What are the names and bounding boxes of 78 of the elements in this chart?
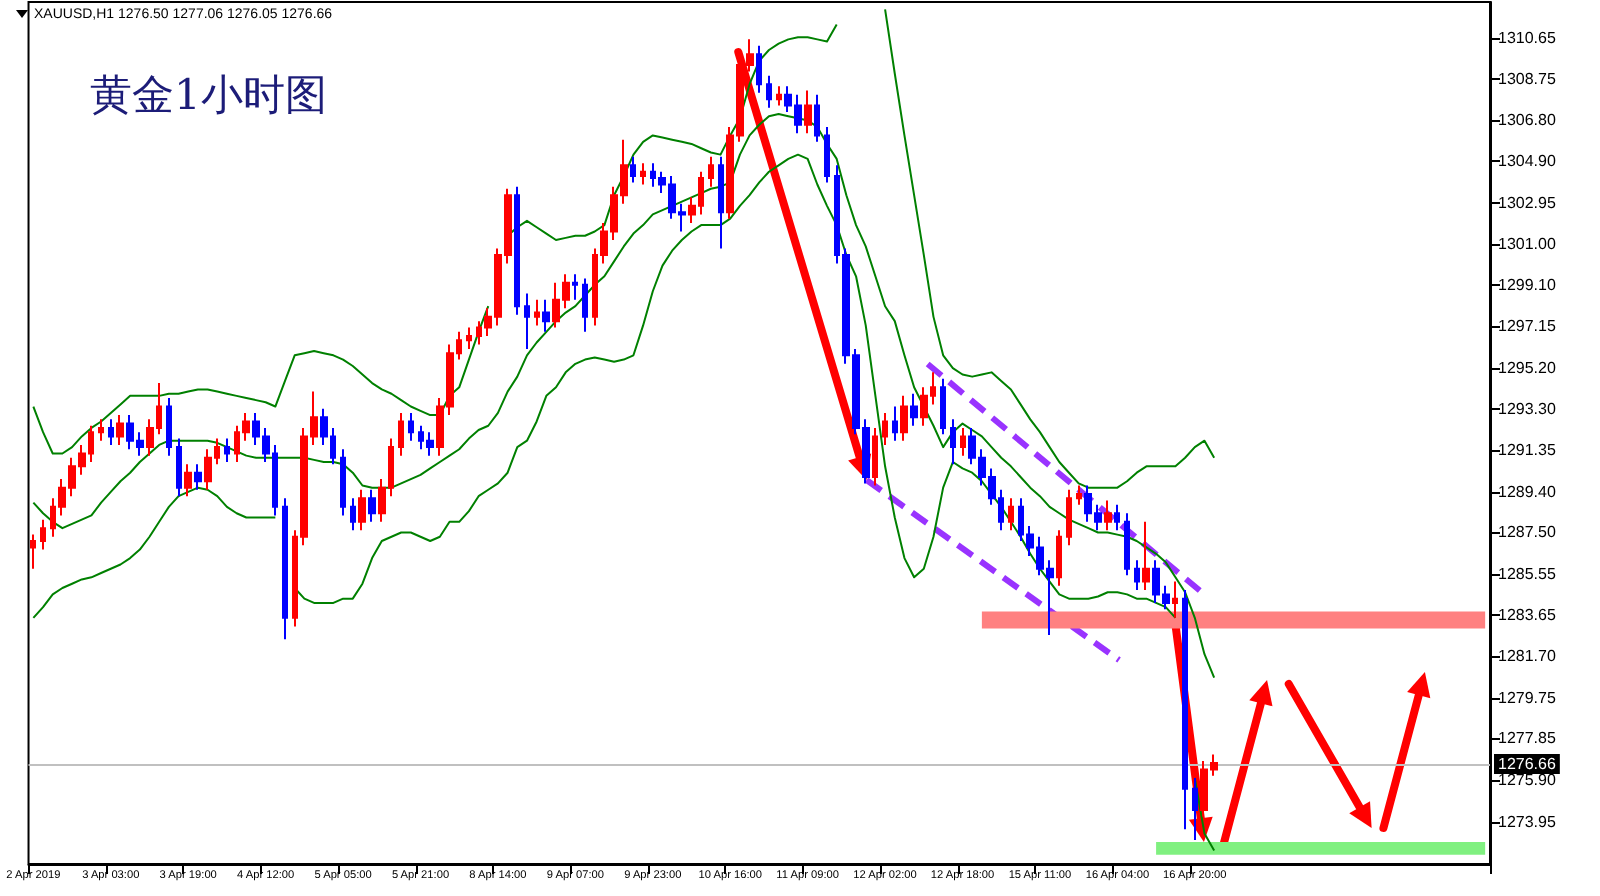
candlestick bbox=[882, 411, 888, 446]
candlestick bbox=[426, 431, 434, 457]
candlestick bbox=[804, 89, 812, 135]
candlestick bbox=[718, 155, 724, 250]
candlestick bbox=[1066, 488, 1072, 547]
y-tick-label: 1301.00 bbox=[1498, 235, 1557, 254]
candlestick bbox=[1134, 559, 1140, 592]
y-tick-label: 1306.80 bbox=[1498, 111, 1557, 130]
candlestick bbox=[350, 497, 356, 532]
candlestick bbox=[398, 411, 404, 457]
text: 黄金1小时图 bbox=[90, 71, 327, 119]
candlestick bbox=[572, 273, 578, 301]
candlestick bbox=[1056, 529, 1062, 587]
y-tick-label: 1281.70 bbox=[1498, 647, 1557, 666]
candlestick bbox=[940, 377, 946, 436]
candlestick bbox=[814, 93, 820, 143]
y-tick-label: 1302.95 bbox=[1498, 193, 1557, 212]
candlestick bbox=[1172, 580, 1178, 619]
y-tick-label: 1299.10 bbox=[1498, 275, 1557, 294]
y-tick-label: 1285.55 bbox=[1498, 565, 1557, 584]
y-tick-label: 1304.90 bbox=[1498, 152, 1557, 171]
y-tick-label: 1310.65 bbox=[1498, 29, 1557, 48]
candlestick bbox=[184, 463, 192, 498]
y-tick-label: 1283.65 bbox=[1498, 605, 1557, 624]
candlestick bbox=[98, 418, 104, 442]
y-tick-label: 1291.35 bbox=[1498, 441, 1557, 460]
candlestick bbox=[824, 125, 830, 184]
candlestick bbox=[1076, 484, 1082, 506]
candlestick bbox=[582, 277, 588, 333]
candlestick bbox=[224, 437, 230, 464]
candlestick bbox=[766, 74, 772, 109]
candlestick bbox=[892, 405, 898, 442]
candlestick bbox=[708, 155, 714, 188]
candlestick bbox=[40, 518, 46, 551]
candlestick bbox=[910, 392, 918, 427]
candlestick bbox=[466, 326, 472, 350]
candlestick bbox=[116, 414, 124, 446]
y-tick-label: 1308.75 bbox=[1498, 69, 1557, 88]
candlestick bbox=[30, 533, 36, 570]
candlestick bbox=[542, 298, 550, 333]
candlestick bbox=[960, 426, 966, 457]
candlestick bbox=[368, 488, 376, 523]
candlestick bbox=[108, 418, 114, 446]
candlestick bbox=[534, 298, 540, 327]
candlestick bbox=[1008, 497, 1014, 532]
candlestick bbox=[900, 394, 908, 442]
candlestick bbox=[950, 418, 956, 466]
candlestick bbox=[1192, 776, 1198, 841]
candlestick bbox=[1142, 520, 1150, 592]
y-tick-label: 1277.85 bbox=[1498, 729, 1557, 748]
candlestick bbox=[872, 426, 878, 487]
candlestick bbox=[524, 292, 530, 350]
y-tick-label: 1297.15 bbox=[1498, 317, 1557, 336]
candlestick bbox=[756, 44, 762, 94]
line-series bbox=[32, 113, 1216, 679]
candlestick bbox=[166, 396, 172, 457]
y-tick-label: 1275.90 bbox=[1498, 771, 1557, 790]
candlestick bbox=[408, 411, 414, 442]
candlestick bbox=[176, 437, 182, 498]
candlestick bbox=[1124, 512, 1130, 577]
candlestick bbox=[358, 488, 366, 532]
y-tick-label: 1287.50 bbox=[1498, 523, 1557, 542]
candlestick bbox=[194, 463, 202, 491]
candlestick bbox=[340, 448, 346, 517]
candlestick bbox=[1182, 589, 1188, 831]
y-tick-label: 1273.95 bbox=[1498, 812, 1557, 831]
candlestick bbox=[514, 185, 520, 316]
candlestick bbox=[282, 497, 288, 641]
y-tick-label: 1293.30 bbox=[1498, 399, 1557, 418]
candlestick bbox=[630, 155, 636, 184]
y-tick-label: 1295.20 bbox=[1498, 359, 1557, 378]
y-tick-label: 1289.40 bbox=[1498, 482, 1557, 501]
candlestick bbox=[640, 162, 646, 186]
candlestick bbox=[1104, 499, 1112, 532]
candlestick bbox=[776, 85, 782, 107]
ref-line-label: 1276.66 bbox=[1498, 754, 1557, 773]
y-tick-label: 1279.75 bbox=[1498, 688, 1557, 707]
candlestick bbox=[1114, 503, 1120, 532]
